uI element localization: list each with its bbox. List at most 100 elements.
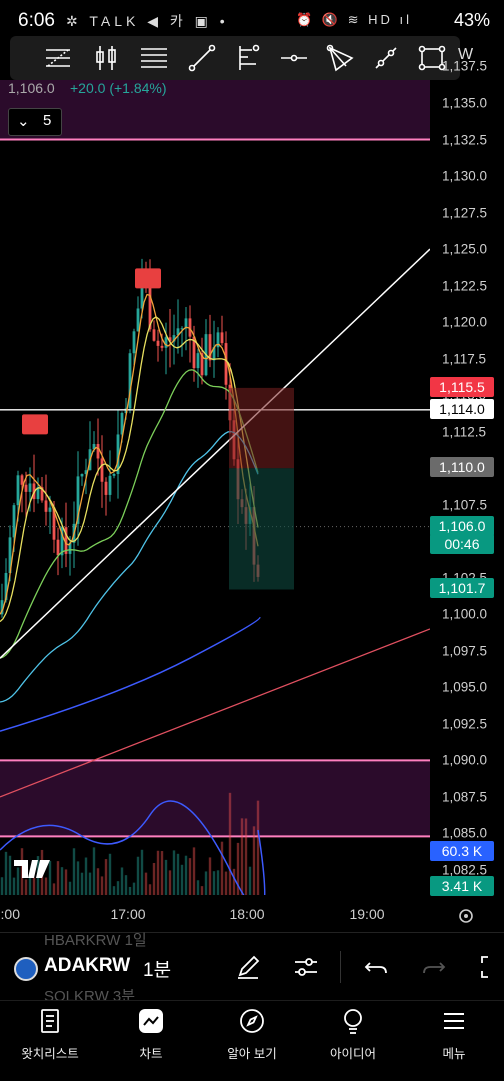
volume-bar	[232, 868, 236, 895]
price-tick: 1,095.0	[442, 679, 488, 695]
trend-line-icon[interactable]	[186, 42, 218, 74]
legend-collapse-button[interactable]: ⌄ 5	[8, 108, 62, 136]
redo-icon[interactable]	[420, 953, 448, 986]
price-label-stop-level: 1,115.5	[430, 376, 494, 397]
nav-explore[interactable]: 알아 보기	[202, 1001, 302, 1081]
legend-change: +20.0 (+1.84%)	[70, 80, 167, 96]
volume-bar	[188, 858, 192, 895]
symbol-logo-icon	[14, 957, 38, 981]
chart-icon	[139, 1009, 163, 1033]
interval-selector[interactable]: 1분	[143, 960, 172, 981]
horizontal-ray-icon[interactable]	[278, 42, 310, 74]
bottom-navigation: 왓치리스트 차트 알아 보기 아이디어 메뉴	[0, 1000, 504, 1081]
nav-watchlist[interactable]: 왓치리스트	[0, 1001, 100, 1081]
parallel-channel-icon[interactable]	[138, 42, 170, 74]
volume-bar	[52, 883, 56, 895]
volume-bar	[140, 849, 144, 895]
candle	[164, 337, 168, 348]
fullscreen-icon[interactable]	[478, 953, 504, 986]
volume-bar	[236, 842, 240, 895]
fan-icon[interactable]	[324, 42, 356, 74]
volume-bar	[164, 859, 168, 895]
symbol-selector[interactable]: ADAKRW	[44, 955, 131, 976]
candle	[48, 507, 52, 512]
time-tick: 16:00	[0, 906, 21, 922]
volume-bar	[144, 872, 148, 895]
tradingview-logo	[14, 860, 50, 878]
price-tick: 1,137.5	[442, 58, 488, 74]
volume-bar	[120, 867, 124, 895]
chart-settings-icon[interactable]	[456, 906, 476, 929]
volume-bar	[56, 861, 60, 895]
ma-mid	[0, 316, 259, 623]
price-tick: 1,100.0	[442, 606, 488, 622]
time-axis[interactable]: 16:00 17:00 18:00 19:00	[0, 900, 504, 930]
nav-ideas[interactable]: 아이디어	[303, 1001, 403, 1081]
trend-line-white	[0, 248, 430, 659]
candle	[192, 336, 196, 369]
price-tick: 1,132.5	[442, 132, 488, 148]
candle	[16, 475, 20, 506]
divider	[340, 951, 341, 983]
price-tick: 1,127.5	[442, 205, 488, 221]
nav-menu[interactable]: 메뉴	[404, 1001, 504, 1081]
ma-longer	[0, 430, 259, 703]
candle	[156, 340, 160, 346]
volume-bar	[176, 853, 180, 895]
pitchfork-icon[interactable]	[232, 42, 264, 74]
toolbar-overflow[interactable]: W	[458, 46, 474, 63]
nav-chart[interactable]: 차트	[101, 1001, 201, 1081]
candle	[168, 337, 172, 342]
pencil-icon[interactable]	[234, 953, 262, 986]
candle	[4, 572, 8, 601]
trend-line-red	[0, 628, 430, 798]
ray-icon[interactable]	[370, 42, 402, 74]
volume-bar	[172, 850, 176, 895]
candle	[20, 475, 24, 485]
fib-retracement-icon[interactable]	[42, 42, 74, 74]
ghost-symbol-above: HBARKRW 1일	[44, 932, 147, 949]
price-label-line-level: 1,114.0	[430, 398, 494, 419]
volume-bar	[256, 800, 260, 895]
candle	[108, 475, 112, 495]
candle	[136, 308, 140, 332]
candle	[112, 473, 116, 476]
candle	[12, 505, 16, 538]
volume-bar	[104, 859, 108, 895]
volume-bar	[212, 871, 216, 895]
volume-bar	[84, 857, 88, 895]
volume-bar	[60, 867, 64, 895]
nav-label: 차트	[139, 1047, 163, 1061]
price-chart[interactable]	[0, 80, 430, 895]
candle	[148, 285, 152, 330]
price-label-entry-level: 1,110.0	[430, 457, 494, 478]
volume-bar	[228, 792, 232, 895]
volume-bar	[192, 847, 196, 895]
price-tick: 1,130.0	[442, 168, 488, 184]
compass-icon	[240, 1009, 264, 1033]
position-target-area	[229, 468, 294, 590]
volume-bar	[72, 848, 76, 895]
volume-bar	[28, 875, 32, 895]
supply-zone-0	[0, 80, 430, 140]
volume-bar	[128, 886, 132, 895]
candle	[196, 353, 200, 369]
undo-icon[interactable]	[362, 953, 390, 986]
volume-bar	[148, 884, 152, 895]
volume-bar	[200, 886, 204, 895]
volume-bar	[76, 861, 80, 895]
indicators-settings-icon[interactable]	[292, 953, 320, 986]
rectangle-icon[interactable]	[416, 42, 448, 74]
price-axis[interactable]: 1,137.5 1,135.0 1,132.5 1,130.0 1,127.5 1,125…	[430, 59, 504, 895]
volume-bar	[204, 871, 208, 895]
candle	[52, 507, 56, 540]
candle	[44, 500, 48, 512]
volume-bar	[92, 847, 96, 895]
volume-bar	[48, 860, 52, 895]
volume-bar	[68, 881, 72, 895]
candles-icon[interactable]	[90, 42, 122, 74]
candle	[40, 487, 44, 501]
volume-bar	[124, 875, 128, 895]
volume-bar	[100, 876, 104, 895]
volume-bar	[16, 867, 20, 895]
